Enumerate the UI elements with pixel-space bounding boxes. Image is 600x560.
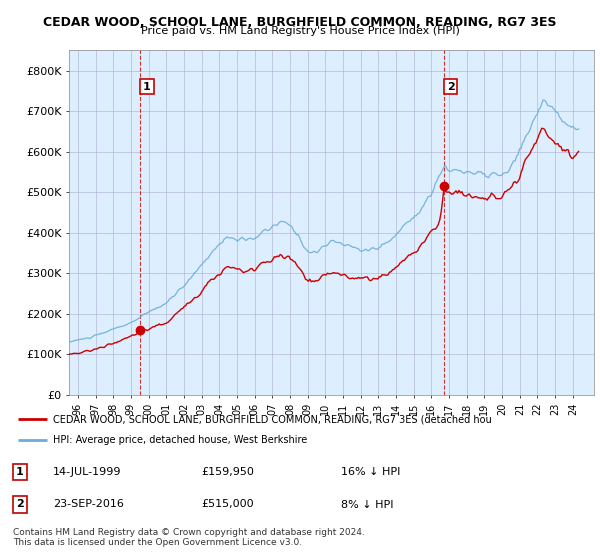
Text: CEDAR WOOD, SCHOOL LANE, BURGHFIELD COMMON, READING, RG7 3ES (detached hou: CEDAR WOOD, SCHOOL LANE, BURGHFIELD COMM… bbox=[53, 414, 491, 424]
Text: 8% ↓ HPI: 8% ↓ HPI bbox=[341, 500, 393, 510]
Text: 1: 1 bbox=[143, 82, 151, 92]
Text: £159,950: £159,950 bbox=[201, 468, 254, 477]
Text: Contains HM Land Registry data © Crown copyright and database right 2024.
This d: Contains HM Land Registry data © Crown c… bbox=[13, 528, 365, 547]
Text: HPI: Average price, detached house, West Berkshire: HPI: Average price, detached house, West… bbox=[53, 435, 307, 445]
Text: £515,000: £515,000 bbox=[201, 500, 254, 510]
Text: Price paid vs. HM Land Registry's House Price Index (HPI): Price paid vs. HM Land Registry's House … bbox=[140, 26, 460, 36]
Text: 2: 2 bbox=[16, 500, 24, 510]
Text: 23-SEP-2016: 23-SEP-2016 bbox=[53, 500, 124, 510]
Text: 1: 1 bbox=[16, 468, 24, 477]
Text: CEDAR WOOD, SCHOOL LANE, BURGHFIELD COMMON, READING, RG7 3ES: CEDAR WOOD, SCHOOL LANE, BURGHFIELD COMM… bbox=[43, 16, 557, 29]
Text: 2: 2 bbox=[447, 82, 455, 92]
Text: 14-JUL-1999: 14-JUL-1999 bbox=[53, 468, 121, 477]
Text: 16% ↓ HPI: 16% ↓ HPI bbox=[341, 468, 400, 477]
